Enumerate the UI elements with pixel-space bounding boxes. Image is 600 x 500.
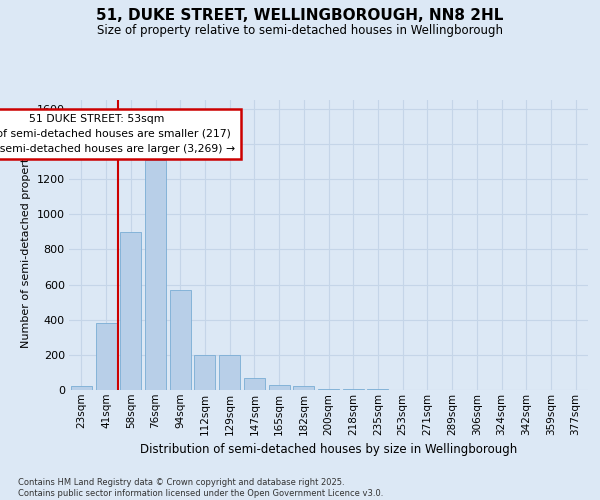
- Bar: [194, 355, 215, 390]
- Text: 51, DUKE STREET, WELLINGBOROUGH, NN8 2HL: 51, DUKE STREET, WELLINGBOROUGH, NN8 2HL: [97, 8, 503, 22]
- Bar: [318, 388, 339, 390]
- Y-axis label: Number of semi-detached properties: Number of semi-detached properties: [21, 142, 31, 348]
- Text: Contains HM Land Registry data © Crown copyright and database right 2025.
Contai: Contains HM Land Registry data © Crown c…: [18, 478, 383, 498]
- Bar: [120, 232, 141, 390]
- Text: Size of property relative to semi-detached houses in Wellingborough: Size of property relative to semi-detach…: [97, 24, 503, 37]
- Text: 51 DUKE STREET: 53sqm
← 6% of semi-detached houses are smaller (217)
94% of semi: 51 DUKE STREET: 53sqm ← 6% of semi-detac…: [0, 114, 235, 154]
- Text: Distribution of semi-detached houses by size in Wellingborough: Distribution of semi-detached houses by …: [140, 442, 517, 456]
- Bar: [71, 386, 92, 390]
- Bar: [170, 290, 191, 390]
- Bar: [343, 389, 364, 390]
- Bar: [293, 386, 314, 390]
- Bar: [145, 160, 166, 390]
- Bar: [367, 389, 388, 390]
- Bar: [95, 323, 116, 390]
- Bar: [219, 355, 240, 390]
- Bar: [269, 384, 290, 390]
- Bar: [244, 378, 265, 390]
